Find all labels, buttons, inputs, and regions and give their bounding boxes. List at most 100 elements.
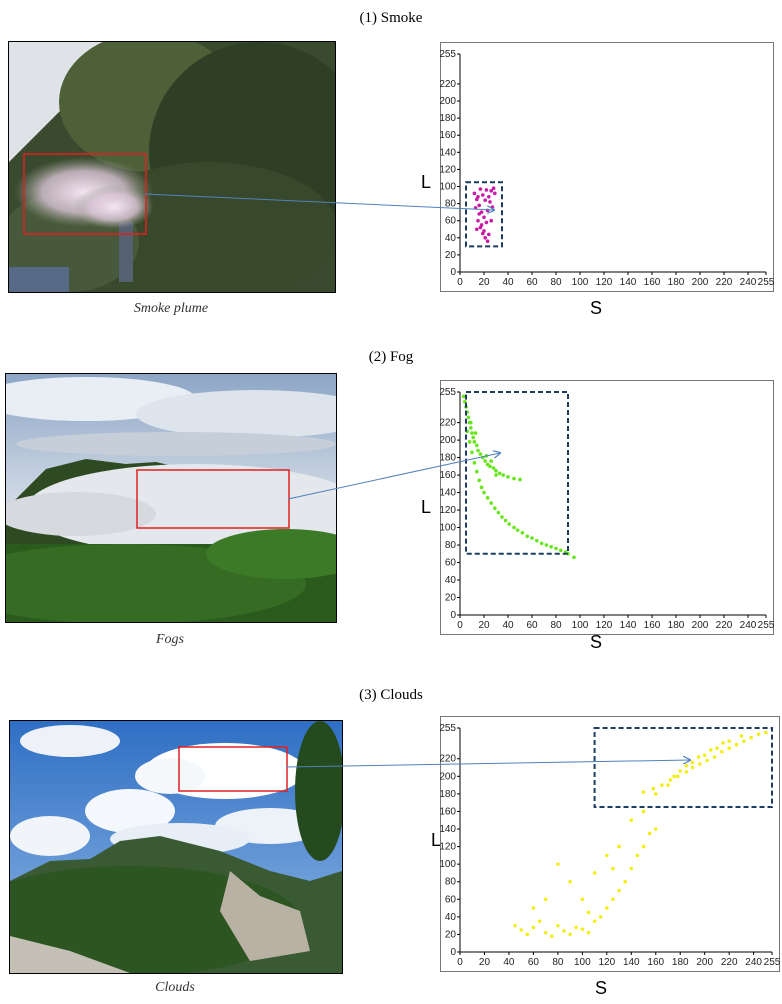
scatter-point [653,792,658,796]
scatter-point [592,871,597,875]
x-tick-label: 140 [620,620,637,631]
scatter-point [494,468,498,473]
scatter-point [712,755,717,759]
caption-clouds: Clouds [155,980,195,995]
x-tick-label: 40 [502,277,514,288]
x-tick-label: 240 [740,277,757,288]
scatter-point [617,844,621,849]
y-tick-label: 0 [450,947,456,958]
x-tick-label: 60 [528,957,540,968]
scatter-point [501,473,505,477]
scatter-point [484,454,489,458]
scatter-point [469,426,473,430]
scatter-point [556,923,560,928]
scatter-point [690,760,695,765]
y-tick-label: 220 [440,418,456,429]
plot-frame [440,716,780,972]
section-title-smoke: (1) Smoke [359,10,423,26]
scatter-point [491,186,496,191]
y-tick-label: 100 [440,523,456,534]
x-tick-label: 160 [644,277,661,288]
scatter-point [478,452,483,456]
x-tick-label: 200 [692,620,709,631]
scatter-point [721,741,725,745]
scatter-point [461,394,466,399]
scatter-point [479,223,484,227]
y-tick-label: 180 [440,113,456,124]
x-axis-label-smoke: S [590,298,603,318]
scatter-point [471,435,475,440]
y-tick-label: 40 [445,233,457,244]
x-tick-label: 120 [598,957,615,968]
y-tick-label: 220 [440,79,456,90]
scatter-point [463,399,467,404]
scatter-point [756,732,761,736]
scatter-point [651,786,656,791]
x-tick-label: 80 [550,620,562,631]
highlight-region-box [593,727,773,809]
fog-sl-scatter-plot: 0 20 40 60 80 100 120 140 160 180 200 220 255 0 20 40 60… [440,380,774,635]
scatter-point [749,735,753,740]
x-tick-label: 220 [716,620,733,631]
scatter-point [478,187,483,191]
scatter-point [531,925,536,930]
scatter-point [668,778,673,782]
y-tick-label: 140 [440,147,456,158]
y-tick-label: 40 [445,912,457,923]
y-tick-label: 255 [440,387,456,398]
scatter-point [477,212,481,216]
scatter-point [485,496,490,500]
scatter-point [512,476,516,481]
x-tick-label: 20 [478,277,490,288]
y-tick-label: 160 [440,130,456,141]
scatter-point [476,194,480,199]
scatter-point [481,455,485,460]
y-tick-label: 180 [440,453,456,464]
scatter-point [483,459,487,463]
scatter-point [489,459,493,463]
x-tick-label: 40 [503,957,515,968]
plot-frame [440,380,774,635]
scatter-point [473,206,478,210]
y-tick-label: 0 [450,267,456,278]
scatter-point [489,188,493,193]
y-tick-label: 255 [440,723,456,734]
scatter-point [554,546,558,551]
scatter-point [559,548,563,553]
y-tick-label: 200 [440,435,456,446]
scatter-point [488,464,492,469]
scatter-point [483,236,487,240]
x-tick-label: 120 [596,620,613,631]
scatter-point [629,866,634,871]
y-tick-label: 80 [445,877,457,888]
scatter-point [472,440,477,444]
scatter-point [484,220,489,225]
scatter-point [742,739,746,743]
x-tick-label: 0 [457,957,463,968]
x-tick-label: 0 [457,620,463,631]
scatter-point [473,431,478,435]
scatter-point [496,510,501,515]
scatter-point [568,932,572,937]
scatter-point [574,925,579,930]
x-tick-label: 80 [552,957,564,968]
scatter-point [684,770,689,774]
y-tick-label: 140 [440,824,456,835]
y-tick-label: 20 [445,250,457,261]
scatter-point [485,208,490,213]
x-tick-label: 40 [502,620,514,631]
highlight-region-box [465,391,569,555]
scatter-point [675,774,680,779]
scatter-point [479,485,484,490]
scatter-point [497,471,502,476]
x-tick-label: 240 [740,620,757,631]
scatter-point [660,783,664,787]
clouds-photo [9,720,343,974]
scatter-point [525,534,529,539]
x-tick-label: 200 [692,277,709,288]
scatter-point [572,555,576,560]
scatter-point [489,501,493,505]
plot-frame [440,42,774,292]
scatter-point [705,758,709,763]
y-tick-label: 100 [440,182,456,193]
